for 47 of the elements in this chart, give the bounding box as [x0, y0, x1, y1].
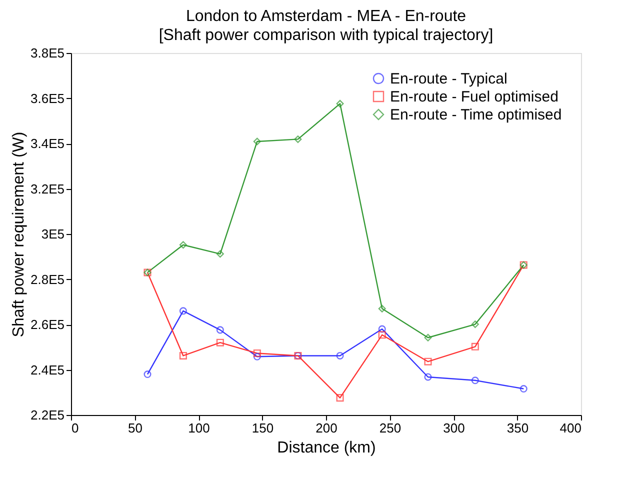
point [424, 334, 432, 342]
y-tick-label: 3.2E5 [30, 181, 64, 196]
x-tick-label: 200 [316, 420, 338, 436]
y-tick-label: 3.6E5 [30, 90, 64, 106]
x-tick-label: 100 [188, 420, 210, 436]
point [179, 307, 187, 315]
point [253, 352, 261, 360]
y-tick-label: 3.8E5 [30, 46, 64, 60]
x-tick-label: 150 [252, 420, 274, 436]
x-tick-label: 300 [443, 420, 465, 436]
point [179, 241, 187, 249]
legend-label: En-route - Typical [390, 70, 508, 88]
y-tick-label: 2.2E5 [30, 408, 64, 422]
legend-label: En-route - Time optimised [390, 106, 562, 124]
x-tick-label: 400 [560, 420, 582, 436]
chart-title: London to Amsterdam - MEA - En-route [186, 8, 466, 25]
x-axis-title: Distance (km) [277, 440, 376, 456]
point [471, 342, 479, 350]
point [378, 331, 386, 339]
point [471, 376, 479, 384]
point [253, 349, 261, 357]
y-tick-label: 2.6E5 [30, 317, 64, 332]
y-tick-label: 2.8E5 [30, 272, 64, 287]
x-tick-label: 50 [128, 420, 142, 436]
x-tick-label: 350 [506, 420, 529, 436]
chart-subtitle: [Shaft power comparison with typical trajectory] [158, 27, 494, 44]
y-tick-label: 3E5 [41, 226, 64, 242]
legend-label: En-route - Fuel optimised [390, 88, 558, 106]
point [336, 352, 344, 360]
y-tick-label: 3.4E5 [30, 136, 64, 151]
point [424, 358, 432, 366]
point [378, 304, 386, 312]
x-tick-label: 0 [72, 420, 79, 436]
point [336, 394, 344, 402]
y-tick-label: 2.4E5 [30, 362, 64, 378]
point [378, 325, 386, 333]
point [179, 352, 187, 360]
point [471, 320, 479, 328]
point [216, 338, 224, 346]
point [216, 326, 224, 334]
point [336, 100, 344, 108]
point [424, 373, 432, 381]
x-tick-label: 250 [379, 420, 402, 436]
y-axis-title: Shaft power requirement (W) [10, 132, 28, 338]
point [253, 138, 261, 146]
point [294, 135, 302, 143]
point [216, 250, 224, 258]
